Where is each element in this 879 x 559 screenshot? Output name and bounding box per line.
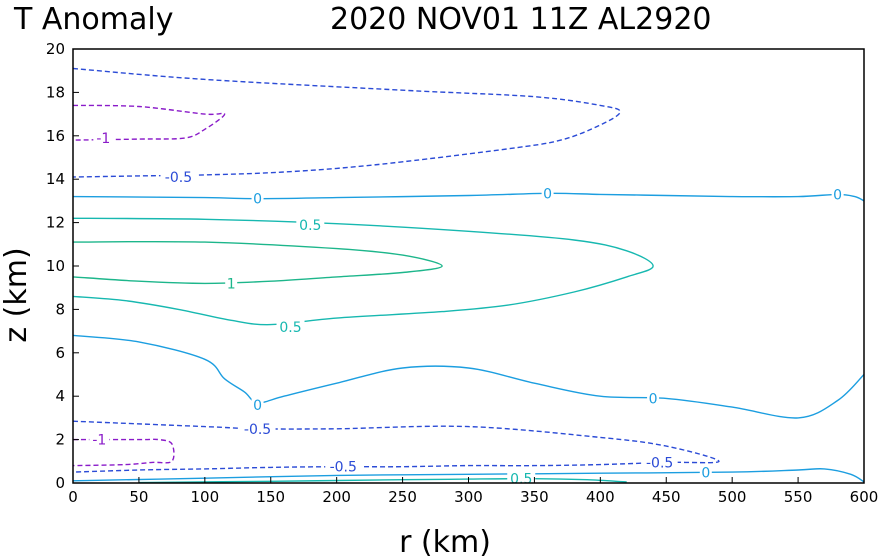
contour-label-bg — [541, 185, 554, 201]
y-tick-label: 18 — [46, 83, 65, 101]
contour-line-3 — [72, 217, 654, 326]
contour-label: -0.5 — [330, 460, 357, 476]
contour-line-2 — [72, 192, 865, 202]
contour-label: 0 — [543, 186, 552, 202]
contour-labels: -0.5 -1 0 0 0 0.5 1 0.5 0 0 -0.5 -1 -0.5 -0.5 0 0.5 — [89, 129, 844, 488]
contour-label: 0 — [253, 192, 262, 208]
x-tick-label: 50 — [129, 488, 148, 506]
chart-title-right: 2020 NOV01 11Z AL2920 — [330, 2, 712, 37]
y-tick-label: 0 — [55, 474, 65, 492]
contour-label: 0.5 — [279, 320, 301, 336]
contour-label-bg — [160, 169, 197, 185]
contour-line-1 — [72, 104, 226, 141]
x-tick-label: 200 — [322, 488, 351, 506]
y-axis-ticks: 0 2 4 6 8 10 12 14 16 18 20 — [46, 40, 79, 492]
contour-line-6 — [72, 420, 720, 473]
contour-label-bg — [239, 420, 276, 436]
contour-line-4 — [72, 240, 443, 285]
x-tick-label: 150 — [256, 488, 285, 506]
x-tick-label: 100 — [191, 488, 220, 506]
x-tick-label: 350 — [520, 488, 549, 506]
y-tick-label: 12 — [46, 214, 65, 232]
contour-label: -0.5 — [244, 422, 271, 438]
x-tick-label: 400 — [586, 488, 615, 506]
y-tick-label: 4 — [55, 387, 65, 405]
contour-label: 0.5 — [510, 472, 532, 488]
contour-label: 0 — [253, 398, 262, 414]
contour-label: 0 — [701, 466, 710, 482]
contour-label-bg — [296, 216, 325, 232]
contour-label-bg — [507, 470, 536, 486]
contour-label: 0 — [833, 187, 842, 203]
contour-label: 1 — [227, 276, 236, 292]
contour-label-bg — [251, 396, 264, 412]
y-tick-label: 16 — [46, 127, 65, 145]
x-axis-label: r (km) — [399, 525, 491, 559]
plot-frame — [72, 48, 865, 484]
x-tick-label: 500 — [718, 488, 747, 506]
contour-label-bg — [325, 458, 362, 474]
x-tick-label: 550 — [784, 488, 813, 506]
contour-label-bg — [276, 318, 305, 334]
contour-line-8 — [72, 467, 865, 483]
y-tick-label: 6 — [55, 344, 65, 362]
contour-label-bg — [831, 186, 844, 202]
x-tick-label: 250 — [388, 488, 417, 506]
x-tick-label: 450 — [652, 488, 681, 506]
contour-line-0 — [72, 67, 621, 178]
contour-label: 0.5 — [299, 218, 321, 234]
contour-label: 0 — [649, 391, 658, 407]
contour-lines — [72, 67, 865, 484]
y-tick-label: 8 — [55, 300, 65, 318]
y-tick-label: 10 — [46, 257, 65, 275]
x-tick-label: 600 — [850, 488, 879, 506]
contour-label: -1 — [92, 433, 106, 449]
y-tick-label: 20 — [46, 40, 65, 58]
x-axis-ticks: 0 50 100 150 200 250 300 350 400 450 500 550 600 — [68, 477, 878, 506]
chart-title-left: T Anomaly — [13, 2, 173, 37]
y-tick-label: 2 — [55, 431, 65, 449]
contour-line-9 — [138, 477, 627, 484]
contour-label-bg — [93, 129, 114, 145]
x-tick-label: 300 — [454, 488, 483, 506]
y-axis-label: z (km) — [0, 247, 34, 342]
contour-label: -0.5 — [165, 170, 192, 186]
contour-label-bg — [251, 190, 264, 206]
x-tick-label: 0 — [68, 488, 78, 506]
contour-label-bg — [647, 390, 660, 406]
contour-label-bg — [89, 431, 110, 447]
contour-line-5 — [72, 334, 865, 419]
contour-label: -0.5 — [646, 455, 673, 471]
contour-label: -1 — [96, 131, 110, 147]
contour-line-7 — [72, 438, 175, 467]
contour-label-bg — [225, 275, 238, 291]
contour-label-bg — [641, 454, 678, 470]
contour-label-bg — [699, 464, 712, 480]
y-tick-label: 14 — [46, 170, 65, 188]
